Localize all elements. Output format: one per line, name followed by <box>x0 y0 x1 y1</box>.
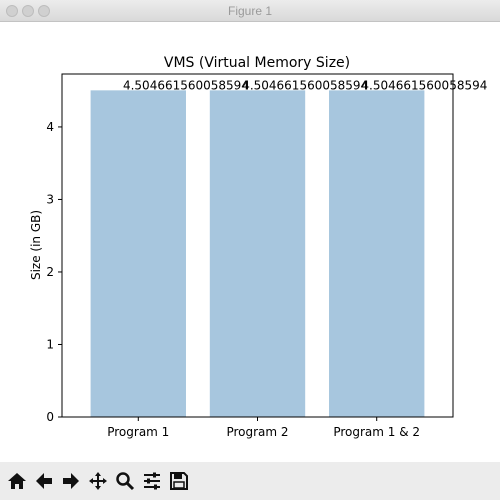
home-button[interactable] <box>4 468 30 494</box>
window-title: Figure 1 <box>227 4 273 18</box>
data-label: 4.504661560058594 <box>361 78 487 92</box>
x-axis: Program 1 Program 2 Program 1 & 2 <box>107 417 420 439</box>
y-axis: 0 1 2 3 4 <box>46 120 62 424</box>
y-tick-label: 1 <box>46 337 54 351</box>
save-button[interactable] <box>166 468 192 494</box>
forward-button[interactable] <box>58 468 84 494</box>
home-icon <box>8 473 26 489</box>
figure-canvas: VMS (Virtual Memory Size) Size (in GB) 4… <box>0 22 500 460</box>
bar <box>329 90 425 417</box>
x-tick-label: Program 1 & 2 <box>333 425 420 439</box>
bar <box>209 90 306 417</box>
x-tick-label: Program 2 <box>226 425 288 439</box>
pan-icon <box>89 472 107 490</box>
bars-group <box>90 90 425 417</box>
data-label: 4.504661560058594 <box>123 78 249 92</box>
zoom-icon <box>116 472 135 491</box>
configure-subplots-button[interactable] <box>139 468 165 494</box>
bar <box>90 90 186 417</box>
y-tick-label: 2 <box>46 265 54 279</box>
y-tick-label: 4 <box>46 120 54 134</box>
chart-title: VMS (Virtual Memory Size) <box>164 55 350 71</box>
window-titlebar: Figure 1 <box>0 0 500 22</box>
zoom-button[interactable] <box>112 468 138 494</box>
y-axis-label: Size (in GB) <box>29 210 43 280</box>
plot-frame <box>61 73 454 418</box>
bar-chart: VMS (Virtual Memory Size) Size (in GB) 4… <box>29 55 487 439</box>
y-tick-label: 0 <box>46 410 54 424</box>
data-labels-group: 4.5046615600585944.5046615600585944.5046… <box>123 78 487 92</box>
x-tick-label: Program 1 <box>107 425 169 439</box>
zoom-window-button[interactable] <box>38 5 50 17</box>
back-button[interactable] <box>31 468 57 494</box>
data-label: 4.504661560058594 <box>242 78 368 92</box>
y-tick-label: 3 <box>46 192 54 206</box>
save-icon <box>170 472 188 490</box>
pan-button[interactable] <box>85 468 111 494</box>
minimize-window-button[interactable] <box>22 5 34 17</box>
forward-icon <box>63 473 79 489</box>
back-icon <box>36 473 52 489</box>
configure-subplots-icon <box>144 472 160 490</box>
toolbar <box>0 462 500 500</box>
close-window-button[interactable] <box>6 5 18 17</box>
